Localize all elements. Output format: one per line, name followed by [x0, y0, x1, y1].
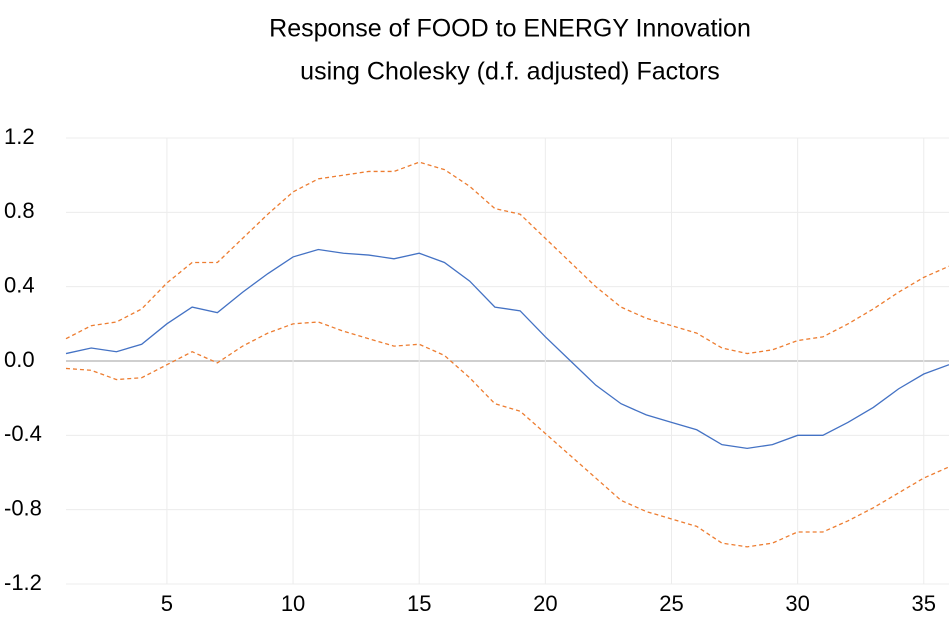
- line-series: [65, 161, 949, 355]
- x-tick-label: 15: [407, 591, 431, 616]
- chart-title: Response of FOOD to ENERGY Innovation: [269, 15, 751, 43]
- x-tick-label: 5: [161, 591, 173, 616]
- y-tick-label: -0.8: [4, 495, 42, 520]
- y-tick-label: 0.4: [4, 272, 35, 297]
- x-tick-label: 10: [281, 591, 305, 616]
- line-series: [65, 321, 949, 548]
- y-tick-label: -1.2: [4, 570, 42, 595]
- x-tick-label: 25: [659, 591, 683, 616]
- y-tick-label: -0.4: [4, 421, 42, 446]
- chart-subtitle: using Cholesky (d.f. adjusted) Factors: [300, 58, 720, 86]
- y-tick-label: 1.2: [4, 124, 35, 149]
- y-tick-label: 0.0: [4, 347, 35, 372]
- x-tick-label: 30: [785, 591, 809, 616]
- x-tick-label: 35: [912, 591, 936, 616]
- x-tick-label: 20: [533, 591, 557, 616]
- y-tick-label: 0.8: [4, 198, 35, 223]
- line-series: [65, 248, 949, 449]
